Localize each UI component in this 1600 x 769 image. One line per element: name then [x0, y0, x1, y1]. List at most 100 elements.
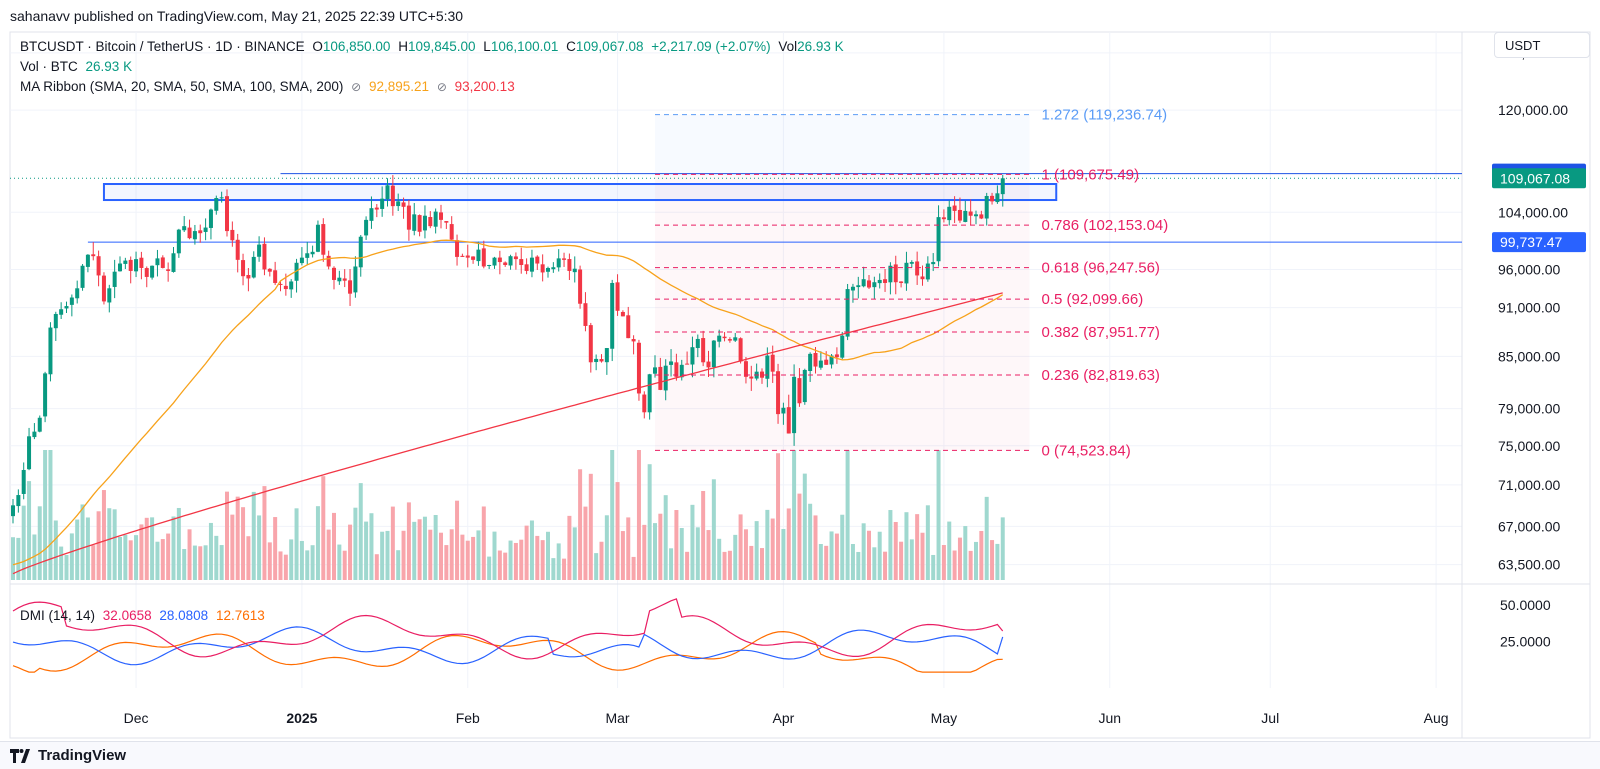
volume-bar: [711, 479, 716, 580]
candle-body: [529, 257, 534, 272]
volume-bar: [455, 500, 460, 580]
candle-body: [818, 360, 823, 368]
fib-level-label: 0.382 (87,951.77): [1042, 324, 1160, 341]
volume-legend[interactable]: Vol · BTC 26.93 K: [20, 59, 136, 74]
candle-body: [80, 265, 85, 288]
candle-body: [455, 240, 460, 257]
volume-bar: [37, 506, 42, 580]
volume-bar: [412, 521, 417, 580]
volume-bar: [674, 510, 679, 580]
volume-bar: [834, 533, 839, 580]
volume-bar: [760, 548, 764, 580]
volume-bar: [786, 508, 791, 580]
candle-body: [556, 258, 561, 268]
candle-body: [21, 469, 26, 494]
candle-body: [465, 255, 470, 258]
dmi-tick-label: 25.0000: [1500, 633, 1551, 649]
candle-body: [155, 258, 160, 266]
candle-body: [369, 208, 374, 221]
volume-bar: [615, 482, 620, 580]
volume-bar: [503, 552, 508, 580]
volume-bar: [765, 509, 770, 580]
candle-body: [829, 355, 834, 365]
volume-bar: [738, 514, 743, 580]
candle-body: [957, 209, 962, 221]
candle-body: [251, 256, 256, 278]
dmi-tick-label: 50.0000: [1500, 597, 1551, 613]
volume-bar: [872, 547, 877, 580]
candle-body: [299, 257, 304, 264]
price-label-text: 99,737.47: [1500, 234, 1562, 250]
candle-body: [984, 195, 989, 219]
candle-body: [380, 198, 385, 209]
volume-bar: [299, 540, 304, 580]
candle-body: [615, 282, 620, 311]
dmi-plus-line: [12, 598, 1004, 660]
price-tick-label: 96,000.00: [1498, 261, 1560, 277]
dmi-minus-value: 28.0808: [159, 608, 209, 623]
dmi-legend[interactable]: DMI (14, 14) 32.0658 28.0808 12.7613: [20, 608, 269, 623]
hidden-eye-icon[interactable]: ⊘: [351, 80, 362, 94]
symbol-name[interactable]: BTCUSDT · Bitcoin / TetherUS · 1D · BINA…: [20, 39, 305, 54]
candle-body: [562, 258, 567, 260]
volume-bar: [96, 511, 101, 580]
candle-body: [711, 340, 716, 368]
volume-bar: [535, 535, 540, 580]
volume-bar: [867, 530, 871, 580]
volume-bar: [476, 530, 481, 580]
dmi-label[interactable]: DMI (14, 14): [20, 608, 96, 623]
volume-indicator-label[interactable]: Vol · BTC: [20, 59, 78, 74]
high-value: 109,845.00: [407, 39, 476, 54]
candle-body: [653, 367, 657, 374]
fib-level-label: 0.786 (102,153.04): [1042, 217, 1169, 234]
volume-bar: [481, 506, 486, 580]
candle-body: [931, 262, 936, 265]
volume-bar: [749, 545, 754, 580]
volume-bar: [808, 503, 813, 580]
candle-body: [572, 268, 577, 273]
volume-bar: [257, 515, 262, 580]
volume-bar: [850, 544, 855, 580]
volume-bar: [990, 540, 995, 580]
candle-body: [909, 262, 914, 264]
volume-bar: [733, 534, 738, 580]
hidden-eye-icon-2[interactable]: ⊘: [436, 80, 447, 94]
candle-body: [952, 205, 957, 211]
candle-body: [685, 363, 690, 365]
currency-selector[interactable]: USDT: [1494, 32, 1590, 58]
volume-bar: [198, 546, 203, 580]
fib-zone: [655, 268, 1030, 299]
symbol-legend[interactable]: BTCUSDT · Bitcoin / TetherUS · 1D · BINA…: [20, 39, 848, 54]
ma-ribbon-label[interactable]: MA Ribbon (SMA, 20, SMA, 50, SMA, 100, S…: [20, 79, 344, 94]
candle-body: [235, 239, 240, 260]
volume-bar: [417, 519, 422, 580]
top-bar: sahanavv published on TradingView.com, M…: [0, 0, 1600, 32]
candle-body: [669, 361, 674, 365]
ma-value-1: 92,895.21: [368, 79, 430, 94]
candle-body: [647, 374, 652, 413]
candle-body: [915, 261, 920, 276]
price-tick-label: 75,000.00: [1498, 438, 1560, 454]
volume-bar: [369, 513, 374, 580]
tradingview-logo[interactable]: TradingView: [10, 747, 126, 764]
dmi-minus-line: [12, 626, 1004, 666]
volume-bar: [101, 490, 106, 580]
volume-bar: [974, 541, 978, 580]
volume-bar: [144, 517, 149, 580]
volume-bar: [529, 520, 534, 580]
candle-body: [412, 214, 417, 231]
resistance-zone: [102, 183, 1058, 202]
volume-bar: [385, 530, 390, 580]
ma-ribbon-legend[interactable]: MA Ribbon (SMA, 20, SMA, 50, SMA, 100, S…: [20, 79, 519, 94]
volume-bar: [904, 512, 909, 580]
volume-bar: [53, 520, 58, 580]
price-chart[interactable]: 1.272 (119,236.74) 1 (109,675.49) 0.786 (1…: [0, 0, 1600, 741]
volume-bar: [326, 529, 331, 580]
candle-body: [546, 267, 550, 272]
volume-bar: [653, 523, 657, 580]
volume-bar: [273, 517, 278, 580]
price-tick-label: 104,000.00: [1498, 204, 1568, 220]
volume-bar: [941, 545, 946, 580]
volume-bar: [118, 536, 122, 580]
volume-bar: [626, 517, 631, 580]
